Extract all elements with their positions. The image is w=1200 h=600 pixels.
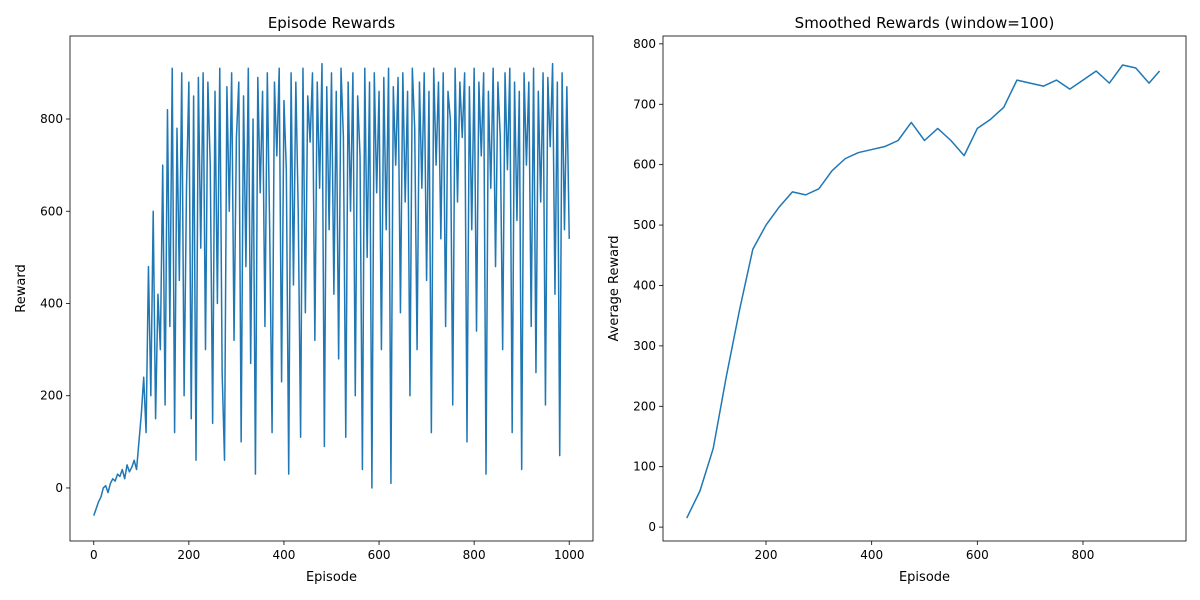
x-tick-label: 1000 <box>554 548 585 562</box>
x-tick-label: 600 <box>368 548 391 562</box>
x-tick-label: 200 <box>177 548 200 562</box>
y-tick-label: 500 <box>633 218 656 232</box>
y-tick-label: 0 <box>648 520 656 534</box>
y-tick-label: 200 <box>633 399 656 413</box>
chart-title: Episode Rewards <box>268 14 396 32</box>
x-tick-label: 800 <box>463 548 486 562</box>
data-line <box>93 62 570 516</box>
y-tick-label: 800 <box>633 37 656 51</box>
y-tick-label: 600 <box>40 204 63 218</box>
y-axis-label: Average Reward <box>607 236 622 342</box>
axes-frame <box>69 35 594 542</box>
y-tick-label: 100 <box>633 460 656 474</box>
x-tick-label: 200 <box>755 548 778 562</box>
x-tick-label: 400 <box>860 548 883 562</box>
y-tick-label: 0 <box>55 481 63 495</box>
y-tick-label: 200 <box>40 389 63 403</box>
y-axis-label: Reward <box>14 264 29 312</box>
data-line <box>686 64 1161 519</box>
chart-title: Smoothed Rewards (window=100) <box>795 14 1055 32</box>
y-tick-label: 600 <box>633 158 656 172</box>
y-tick-label: 800 <box>40 112 63 126</box>
x-axis-label: Episode <box>306 570 357 585</box>
x-axis-label: Episode <box>899 570 950 585</box>
x-tick-label: 0 <box>90 548 98 562</box>
x-tick-label: 800 <box>1072 548 1095 562</box>
y-tick-label: 700 <box>633 97 656 111</box>
y-tick-label: 400 <box>40 296 63 310</box>
x-tick-label: 400 <box>273 548 296 562</box>
y-tick-label: 300 <box>633 339 656 353</box>
x-tick-label: 600 <box>966 548 989 562</box>
y-tick-label: 400 <box>633 278 656 292</box>
axes-frame <box>662 35 1187 542</box>
